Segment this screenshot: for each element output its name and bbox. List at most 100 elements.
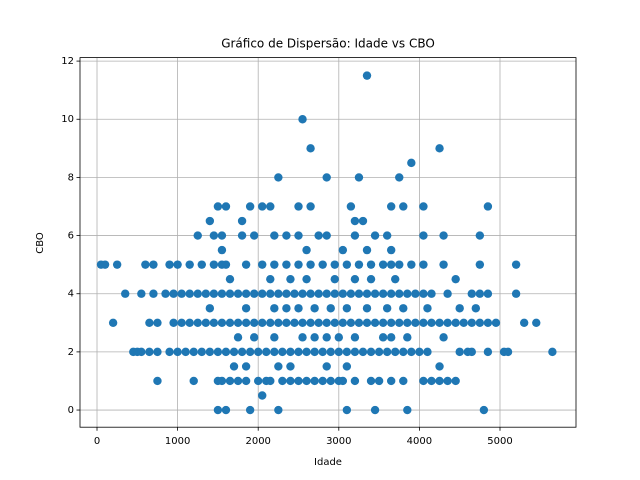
point — [249, 318, 259, 328]
point — [391, 274, 400, 284]
point — [205, 304, 215, 313]
point — [249, 289, 259, 298]
point — [318, 260, 327, 269]
point — [221, 202, 231, 211]
point — [455, 347, 464, 357]
point — [302, 274, 311, 284]
point — [266, 318, 275, 328]
point — [314, 231, 323, 240]
point — [411, 318, 420, 328]
point — [322, 289, 331, 298]
y-tick-label: 8 — [68, 172, 74, 183]
point — [108, 318, 118, 328]
point — [338, 245, 348, 255]
point — [403, 333, 412, 342]
point — [467, 289, 476, 298]
point — [306, 202, 315, 211]
point — [342, 260, 352, 269]
point — [439, 333, 448, 342]
point — [217, 376, 227, 386]
point — [419, 202, 428, 211]
point — [197, 347, 206, 357]
point — [245, 347, 255, 357]
point — [270, 347, 279, 357]
y-tick-label: 0 — [68, 405, 74, 416]
point — [503, 347, 513, 357]
point — [362, 245, 372, 255]
point — [334, 347, 344, 357]
point — [475, 318, 485, 328]
point — [245, 202, 255, 211]
point — [282, 231, 291, 240]
point — [519, 318, 529, 328]
point — [326, 304, 335, 313]
x-tick-label: 3000 — [326, 436, 351, 447]
point — [386, 376, 396, 386]
point — [366, 376, 376, 386]
point — [395, 289, 404, 298]
point — [233, 289, 243, 298]
point — [334, 333, 344, 342]
point — [435, 144, 444, 153]
point — [258, 318, 267, 328]
point — [249, 333, 259, 342]
point — [419, 318, 428, 328]
point — [427, 376, 436, 386]
point — [342, 405, 352, 415]
point — [270, 304, 279, 313]
point — [241, 289, 251, 298]
point — [229, 347, 239, 357]
point — [286, 362, 295, 371]
point — [407, 260, 416, 269]
point — [286, 347, 295, 357]
point — [366, 260, 376, 269]
point — [185, 289, 194, 298]
point — [278, 376, 287, 386]
point — [241, 362, 251, 371]
point — [382, 231, 392, 240]
x-tick-label: 2000 — [245, 436, 270, 447]
point — [213, 347, 223, 357]
point — [326, 347, 335, 357]
point — [302, 347, 311, 357]
point — [395, 260, 404, 269]
point — [443, 289, 452, 298]
point — [145, 318, 154, 328]
point — [165, 347, 174, 357]
point — [322, 318, 331, 328]
point — [266, 274, 275, 284]
point — [419, 289, 428, 298]
x-tick-label: 4000 — [407, 436, 432, 447]
point — [467, 318, 476, 328]
point — [354, 289, 364, 298]
point — [435, 376, 444, 386]
point — [209, 260, 219, 269]
point — [100, 260, 110, 269]
point — [350, 216, 360, 226]
point — [370, 231, 380, 240]
point — [366, 347, 376, 357]
point — [310, 333, 319, 342]
point — [306, 260, 315, 269]
point — [225, 318, 235, 328]
point — [209, 318, 219, 328]
y-tick-label: 4 — [68, 289, 74, 300]
point — [378, 318, 388, 328]
point — [338, 318, 348, 328]
point — [161, 289, 170, 298]
point — [467, 347, 476, 357]
point — [378, 260, 388, 269]
point — [411, 289, 420, 298]
point — [366, 274, 376, 284]
point — [451, 274, 460, 284]
point — [330, 274, 339, 284]
point — [274, 318, 283, 328]
point — [395, 173, 404, 182]
point — [282, 304, 291, 313]
point — [169, 289, 178, 298]
point — [382, 347, 392, 357]
point — [153, 347, 162, 357]
point — [290, 318, 299, 328]
